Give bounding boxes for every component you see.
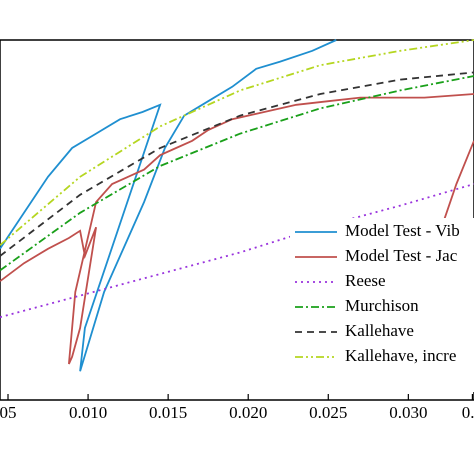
x-tick-label: 0.020 [229, 403, 267, 422]
legend-label: Reese [345, 271, 386, 290]
x-tick-label: 0.030 [389, 403, 427, 422]
legend-label: Model Test - Vib [345, 221, 460, 240]
legend-label: Kallehave, incre [345, 346, 456, 365]
x-tick-label: 0.015 [149, 403, 187, 422]
legend-label: Model Test - Jac [345, 246, 458, 265]
series-line [0, 75, 474, 272]
x-tick-label: 0.025 [309, 403, 347, 422]
legend-label: Murchison [345, 296, 419, 315]
series-line [0, 71, 474, 257]
series-line [0, 93, 474, 365]
x-tick-label: 05 [0, 403, 17, 422]
series-line [0, 183, 474, 319]
x-tick-label: 0.0 [462, 403, 474, 422]
series-line [0, 39, 474, 246]
legend-label: Kallehave [345, 321, 414, 340]
plot-area [0, 39, 474, 372]
plot-frame [0, 39, 474, 401]
x-tick-label: 0.010 [69, 403, 107, 422]
legend-entries: Model Test - Vib Model Test - Jac Reese Mur… [295, 221, 460, 365]
legend [290, 218, 474, 392]
series-line [0, 39, 337, 372]
